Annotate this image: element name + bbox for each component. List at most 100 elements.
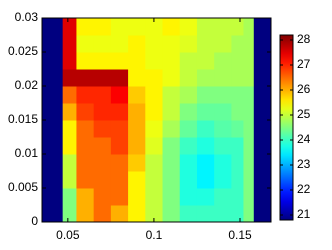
heat-cell — [110, 52, 129, 70]
heat-cell — [145, 137, 164, 155]
heat-cell — [179, 52, 198, 70]
x-tick-label: 0.15 — [228, 228, 252, 242]
heat-cell — [196, 188, 215, 206]
heat-cell — [162, 35, 181, 53]
heat-cell — [128, 86, 146, 104]
heat-cell — [145, 120, 164, 138]
heat-cell — [62, 86, 77, 104]
heat-cell — [145, 205, 164, 223]
heat-cell — [93, 52, 112, 70]
heat-cell — [214, 154, 232, 172]
heat-cell — [62, 18, 77, 36]
heat-cell — [145, 69, 164, 87]
heat-cell — [243, 35, 255, 53]
heat-cell — [93, 69, 112, 87]
heat-cell — [196, 171, 215, 189]
colorbar-tick-label: 23 — [297, 157, 311, 171]
heat-cell — [179, 171, 198, 189]
heat-cell — [214, 86, 232, 104]
heat-cell — [196, 52, 215, 70]
y-tick-label: 0.015 — [8, 112, 38, 126]
heat-cell — [231, 154, 244, 172]
colorbar-tick-label: 25 — [297, 107, 311, 121]
heat-cell — [76, 18, 95, 36]
heat-cell — [179, 120, 198, 138]
y-tick-label: 0.005 — [8, 180, 38, 194]
heat-cell — [110, 86, 129, 104]
heat-cell — [231, 137, 244, 155]
heat-cell — [214, 18, 232, 36]
heat-cell — [110, 120, 129, 138]
heat-cell — [62, 52, 77, 70]
heat-cell — [231, 171, 244, 189]
heat-cell — [179, 137, 198, 155]
heat-cell — [62, 137, 77, 155]
heat-cell — [179, 154, 198, 172]
heat-cell — [93, 18, 112, 36]
heat-cell — [62, 205, 77, 223]
heat-cell — [76, 52, 95, 70]
heat-cell — [231, 120, 244, 138]
heat-cell — [253, 86, 272, 104]
heat-cell — [243, 205, 255, 223]
heat-cell — [214, 52, 232, 70]
heat-cell — [214, 69, 232, 87]
y-tick-label: 0.02 — [15, 78, 39, 92]
heat-cell — [253, 120, 272, 138]
heat-cell — [162, 137, 181, 155]
heat-cell — [76, 103, 95, 121]
heat-cell — [62, 35, 77, 53]
heat-cell — [76, 171, 95, 189]
heat-cell — [145, 52, 164, 70]
heat-cell — [231, 205, 244, 223]
heat-cell — [42, 137, 64, 155]
heat-cell — [42, 154, 64, 172]
y-tick-label: 0.03 — [15, 10, 39, 24]
heat-cell — [76, 188, 95, 206]
heat-cell — [179, 18, 198, 36]
heat-cell — [196, 137, 215, 155]
heat-cell — [162, 205, 181, 223]
heat-cell — [42, 69, 64, 87]
heat-cell — [128, 154, 146, 172]
heat-cell — [42, 86, 64, 104]
heat-cell — [231, 86, 244, 104]
heat-cell — [93, 205, 112, 223]
heat-cell — [93, 188, 112, 206]
colorbar-tick-label: 22 — [297, 182, 311, 196]
heat-cell — [110, 69, 129, 87]
heat-cell — [231, 103, 244, 121]
heat-cell — [110, 171, 129, 189]
heat-cell — [62, 171, 77, 189]
heat-cell — [42, 205, 64, 223]
heat-cell — [128, 137, 146, 155]
heat-cell — [179, 205, 198, 223]
heat-cell — [93, 103, 112, 121]
heat-cell — [162, 18, 181, 36]
heat-cell — [179, 103, 198, 121]
heat-cell — [196, 154, 215, 172]
x-tick-label: 0.1 — [146, 228, 163, 242]
heat-cell — [253, 52, 272, 70]
heat-cell — [42, 171, 64, 189]
heat-cell — [110, 103, 129, 121]
heat-cell — [93, 35, 112, 53]
colorbar-tick-label: 21 — [297, 207, 311, 221]
heat-cell — [93, 120, 112, 138]
heat-cell — [93, 86, 112, 104]
heat-cell — [42, 188, 64, 206]
heat-cell — [93, 137, 112, 155]
heat-cell — [196, 120, 215, 138]
x-tick-label: 0.05 — [56, 228, 80, 242]
heat-cell — [76, 205, 95, 223]
heat-cell — [253, 103, 272, 121]
heat-cell — [253, 35, 272, 53]
heat-cell — [196, 86, 215, 104]
heat-cell — [231, 35, 244, 53]
heat-cell — [196, 205, 215, 223]
heat-cell — [93, 154, 112, 172]
heat-cell — [128, 52, 146, 70]
heat-cell — [214, 205, 232, 223]
y-tick-label: 0.01 — [15, 146, 39, 160]
heat-cell — [42, 120, 64, 138]
